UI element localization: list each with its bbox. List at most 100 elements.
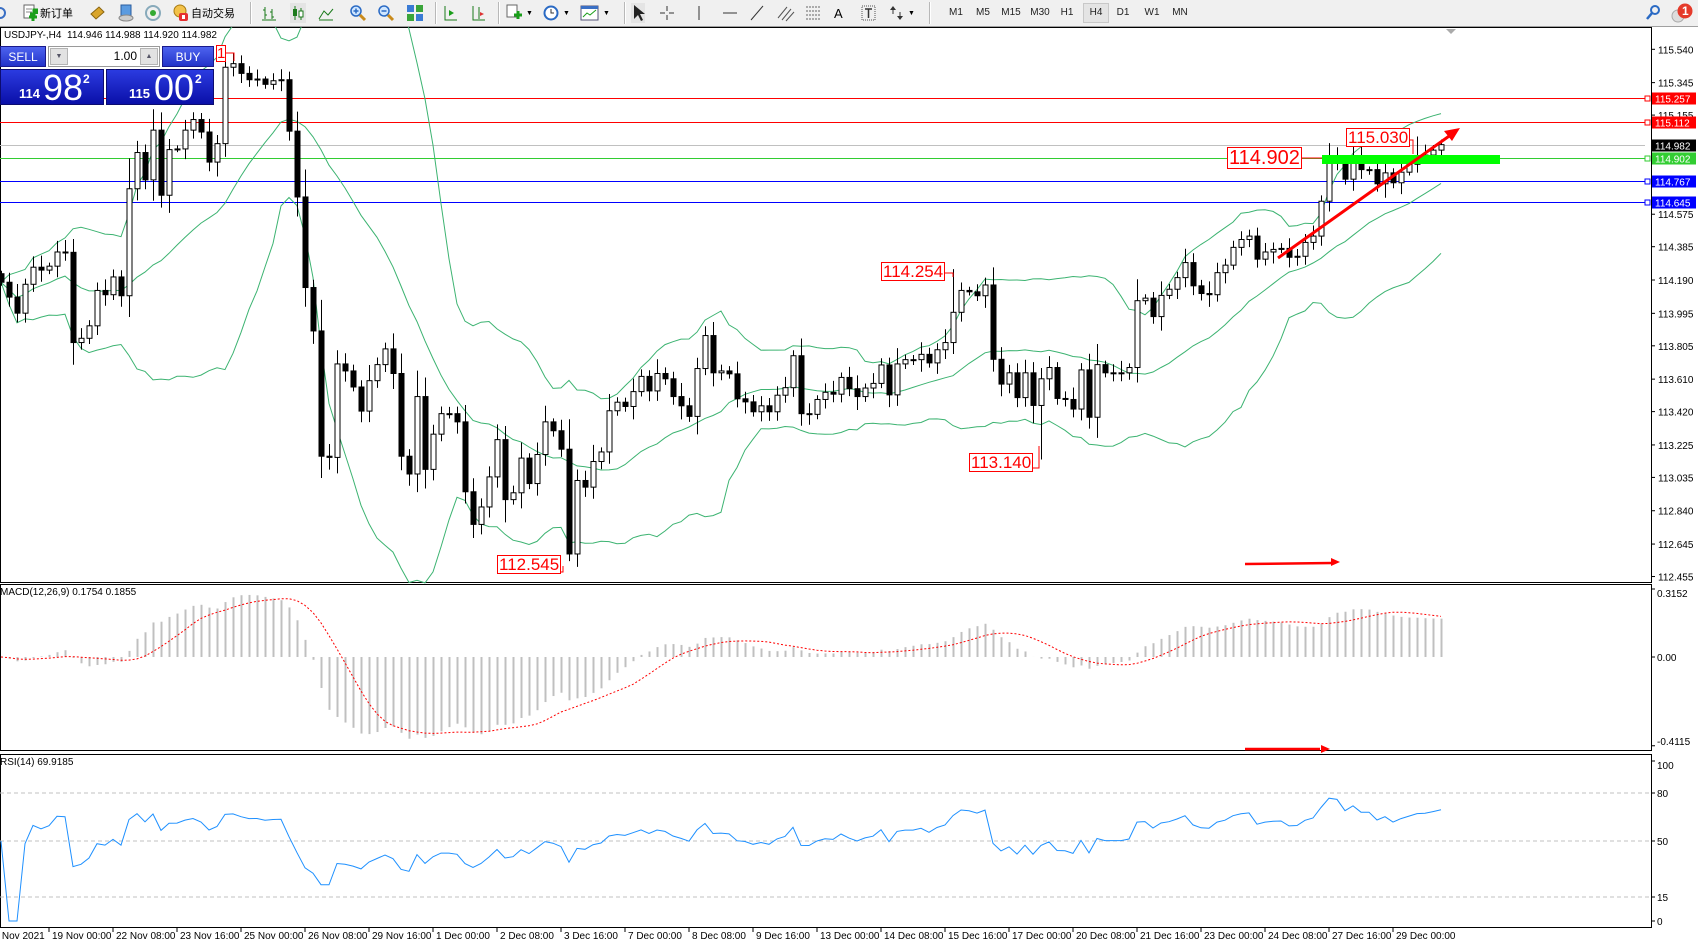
bullish-candle [1158,294,1165,318]
annotation-high-114254[interactable]: 114.254 [881,262,946,281]
trend-arrow[interactable] [1277,128,1460,260]
timeframe-m5[interactable]: M5 [976,7,990,18]
line-anchor-handle [1644,178,1651,185]
time-tick-label: 14 Dec 08:00 [884,931,944,942]
bollinger-upper [0,27,1442,400]
bullish-candle [534,454,541,485]
line-anchor-handle [1644,119,1651,126]
bullish-candle [630,391,637,407]
bullish-candle [22,283,29,314]
timeframe-d1[interactable]: D1 [1116,7,1130,18]
buy-big-figure: 115 [129,86,150,101]
candlestick-button[interactable] [290,3,306,23]
arrows-button[interactable]: ▼ [889,3,915,23]
buy-button[interactable]: BUY [162,46,214,67]
leader-lines [222,52,1414,573]
price-line-label-bg [1652,175,1696,188]
navigator-button[interactable] [144,3,162,23]
bearish-candle [470,491,477,525]
bearish-candle [550,421,557,432]
timeframe-mn[interactable]: MN [1172,7,1188,18]
annotation-level-114902[interactable]: 114.902 [1227,147,1302,169]
bullish-candle [862,387,869,398]
price-tick-label: 113.035 [1658,473,1694,484]
bearish-candle [806,413,813,416]
horizontal-lines [0,95,1651,206]
horizontal-line-button[interactable] [722,3,738,23]
bar-chart-button[interactable] [261,3,277,23]
cursor-icon [634,5,645,21]
time-tick-label: 8 Dec 08:00 [692,931,746,942]
auto-trading-button[interactable]: 自动交易 [171,3,235,23]
text-label-button[interactable] [861,3,877,23]
bearish-candle [350,370,357,388]
sell-button[interactable]: SELL [0,46,46,67]
bullish-candle [230,63,237,68]
fibonacci-button[interactable] [805,3,823,23]
annotation-label[interactable]: 1 [216,45,227,62]
equidistant-channel-button[interactable] [777,3,795,23]
zoom-out-button[interactable] [377,3,395,23]
price-chart[interactable]: 115.540115.345115.155114.575114.385114.1… [0,27,1698,942]
crosshair-button[interactable] [659,3,675,23]
auto-trading-icon [173,4,188,21]
market-watch-button[interactable] [88,3,106,23]
zoom-in-button[interactable] [349,3,367,23]
bullish-candle [94,289,101,327]
bearish-candle [1206,293,1213,296]
search-button[interactable] [1645,3,1661,23]
timeframe-h1[interactable]: H1 [1060,7,1074,18]
vertical-line-button[interactable] [694,3,704,23]
new-order-button[interactable]: 新订单 [22,3,73,23]
timeframe-m30[interactable]: M30 [1030,7,1050,18]
indicators-button[interactable]: ▼ [505,3,533,23]
chart-shift-button[interactable] [470,3,486,23]
sell-price[interactable]: 114 98 2 [0,67,104,108]
timeframe-m15[interactable]: M15 [1001,7,1021,18]
zoom-out-icon [378,5,395,22]
toolbar-cut-icon[interactable] [0,3,6,23]
cursor-button[interactable] [631,3,645,23]
annotation-low-112545[interactable]: 112.545 [497,555,562,574]
rsi-pane [0,745,1651,922]
periods-icon [543,5,559,21]
timeframe-m1[interactable]: M1 [949,7,963,18]
bearish-candle [1198,285,1205,295]
tile-windows-button[interactable] [406,3,424,23]
bearish-candle [422,396,429,470]
price-tick-label: 112.840 [1658,507,1694,518]
annotation-high-115030[interactable]: 115.030 [1346,128,1411,147]
toolbar-separator [435,2,437,24]
bullish-candle [758,405,765,413]
price-line-label-bg [1652,152,1696,165]
rsi-line [0,797,1442,922]
text-button[interactable]: A [834,3,843,23]
timeframe-w1[interactable]: W1 [1144,7,1160,18]
bearish-candle [462,421,469,493]
time-tick-label: 7 Dec 00:00 [628,931,682,942]
chart-shift-marker-icon[interactable] [1446,29,1456,34]
bearish-candle [798,355,805,415]
lot-increase-button[interactable]: ▲ [140,48,158,65]
bullish-candle [1166,288,1173,296]
lot-size-field[interactable]: ▼ 1.00 ▲ [48,46,160,67]
notification-button[interactable]: 1 [1670,3,1694,23]
main-pane-border [0,27,1652,583]
annotation-low-113140[interactable]: 113.140 [969,453,1034,472]
navigator-icon [145,5,161,21]
line-chart-button[interactable] [318,3,334,23]
bullish-candle [838,376,845,395]
data-window-button[interactable] [117,3,135,23]
sell-fraction: 2 [83,72,90,86]
auto-scroll-button[interactable] [442,3,458,23]
buy-price[interactable]: 115 00 2 [106,67,214,108]
bollinger-bands [0,27,1442,584]
templates-button[interactable]: ▼ [580,3,610,23]
trendline-button[interactable] [749,3,765,23]
rsi-tick-label: 50 [1657,837,1669,848]
timeframe-h4[interactable]: H4 [1083,3,1109,23]
lot-value[interactable]: 1.00 [113,49,137,63]
lot-decrease-button[interactable]: ▼ [50,48,68,65]
periods-button[interactable]: ▼ [542,3,570,23]
resistance-zone[interactable] [1322,155,1500,164]
